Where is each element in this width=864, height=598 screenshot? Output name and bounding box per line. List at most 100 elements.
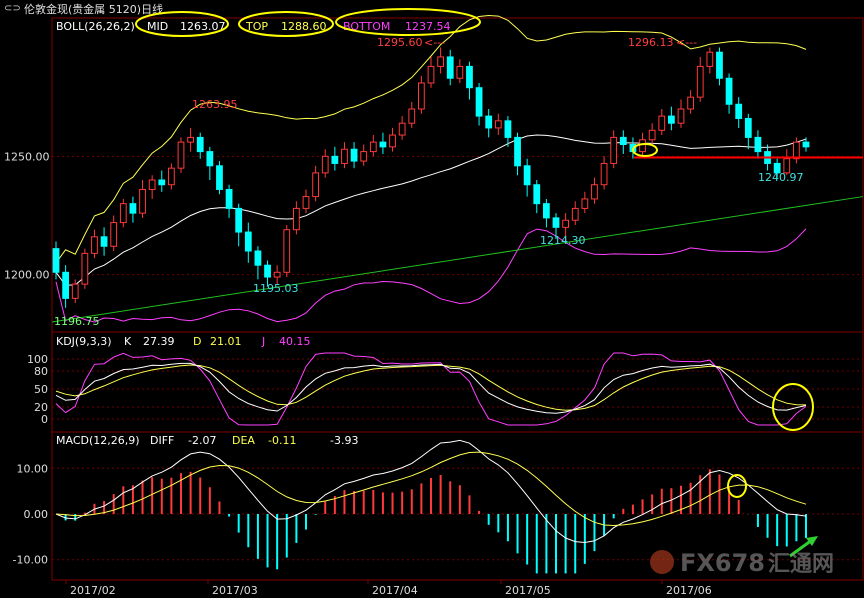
callout-macd-peak [727, 474, 747, 498]
candle-body [81, 252, 89, 285]
candle-body [514, 136, 521, 167]
candle-body [273, 271, 281, 278]
candle-body [543, 203, 550, 219]
candle-body [139, 188, 146, 214]
boll-mid-value: 1263.07 [180, 20, 226, 33]
annotation-1295-60: 1295.60 [377, 36, 423, 49]
candle-body [177, 141, 185, 169]
candle-body [802, 141, 810, 148]
x-tick-label: 2017/06 [666, 584, 712, 597]
candle-body [619, 136, 627, 145]
candle-body [331, 155, 339, 164]
candle-body [533, 184, 541, 205]
candle-body [389, 134, 396, 148]
x-tick-label: 2017/04 [372, 584, 418, 597]
candle-body [485, 115, 493, 129]
candle-body [91, 236, 98, 254]
highlight-bottom [335, 8, 481, 36]
highlight-mid [135, 11, 229, 37]
kdj-tick-label: 80 [34, 365, 48, 378]
macd-tick-label: -10.00 [13, 554, 48, 567]
candle-body [754, 136, 762, 153]
candle-body [110, 222, 118, 247]
candle-body [321, 155, 329, 174]
candle-body [398, 122, 406, 136]
annotation-1296-13: 1296.13 [628, 36, 674, 49]
candle-body [783, 158, 791, 174]
kdj-tick-label: 50 [34, 383, 48, 396]
candle-body [648, 129, 656, 141]
macd-dea-label: DEA [232, 434, 255, 447]
candle-body [735, 103, 743, 119]
boll-mid-label: MID [147, 20, 168, 33]
watermark-logo-icon [650, 550, 674, 574]
candle-body [773, 162, 781, 174]
candle-body [456, 65, 464, 79]
boll-bottom-label: BOTTOM [343, 20, 390, 33]
annotation-1195-03: 1195.03 [253, 282, 299, 295]
macd-label: MACD(12,26,9) [56, 434, 140, 447]
candle-body [350, 148, 358, 162]
price-tick-label: 1200.00 [4, 269, 50, 282]
annotation-1263-95: 1263.95 [192, 98, 238, 111]
candle-body [677, 108, 685, 124]
candle-body [293, 207, 300, 231]
kdj-tick-label: 20 [34, 401, 48, 414]
candle-body [725, 77, 733, 105]
boll-bottom-band [55, 228, 807, 323]
boll-top-label: TOP [245, 20, 268, 33]
kdj-d-line [55, 364, 807, 411]
window-title: 伦敦金现(贵金属 5120)日线 [24, 3, 164, 16]
arrow-left-icon-1: <--- [424, 36, 445, 49]
candle-body [687, 96, 695, 110]
candle-body [168, 167, 175, 186]
candle-body [100, 236, 108, 247]
candle-body [148, 179, 156, 190]
candle-body [235, 207, 243, 233]
annotation-1214-30: 1214.30 [540, 234, 586, 247]
candle-body [610, 136, 618, 164]
kdj-j-line [55, 352, 807, 426]
candle-body [206, 151, 214, 167]
candle-body [216, 165, 223, 190]
candle-body [427, 65, 435, 84]
candle-body [408, 108, 416, 124]
candle-body [668, 115, 675, 124]
candle-body [129, 203, 137, 214]
macd-dea-line [55, 451, 807, 527]
candle-body [706, 51, 714, 67]
kdj-k-label: K [124, 335, 132, 348]
candle-body [793, 141, 800, 160]
boll-top-band [55, 14, 807, 264]
candle-body [196, 136, 204, 153]
candle-body [552, 217, 560, 228]
candle-body [341, 148, 348, 164]
boll-mid-band [55, 134, 807, 286]
candle-body [418, 82, 425, 110]
arrow-left-icon-2: <--- [676, 36, 697, 49]
x-tick-label: 2017/05 [505, 584, 551, 597]
candle-body [302, 196, 310, 209]
arrow-up-right-icon [789, 536, 818, 558]
boll-label: BOLL(26,26,2) [56, 20, 135, 33]
candle-body [312, 172, 320, 198]
macd-diff-line [55, 439, 807, 544]
candle-body [379, 141, 387, 148]
candle-body [716, 51, 723, 79]
watermark-sub: 汇通网 [768, 552, 834, 577]
kdj-j-label: J [261, 335, 265, 348]
candle-body [437, 56, 445, 67]
watermark-text: FX678 [680, 549, 765, 577]
candle-body [600, 162, 608, 186]
candle-body [187, 136, 195, 143]
candle-body [571, 207, 579, 221]
kdj-d-label: D [193, 335, 201, 348]
candle-body [264, 264, 271, 278]
candle-body [658, 115, 666, 131]
annotation-1240-97: 1240.97 [758, 171, 804, 184]
candle-body [696, 65, 704, 98]
annotation-1196-75: 1196.75 [54, 315, 100, 328]
highlight-top [238, 11, 334, 37]
macd-diff-label: DIFF [150, 434, 174, 447]
